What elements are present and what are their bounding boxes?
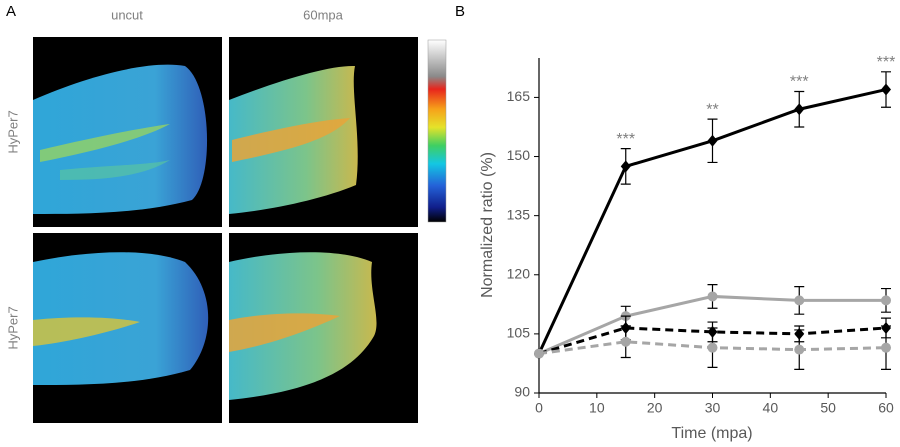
x-axis-label: Time (mpa) bbox=[671, 425, 752, 442]
marker bbox=[707, 342, 718, 353]
marker bbox=[620, 160, 631, 173]
y-tick-label: 150 bbox=[507, 147, 531, 163]
marker bbox=[620, 336, 631, 347]
x-tick-label: 20 bbox=[647, 400, 663, 416]
column-label: 60mpa bbox=[303, 7, 344, 22]
marker bbox=[881, 83, 891, 96]
image bbox=[33, 37, 222, 227]
image bbox=[33, 233, 222, 423]
y-axis-label: Normalized ratio (%) bbox=[479, 152, 496, 298]
marker bbox=[534, 348, 544, 359]
y-tick-label: 120 bbox=[507, 265, 531, 281]
marker bbox=[881, 342, 891, 353]
marker bbox=[707, 291, 718, 302]
marker bbox=[707, 134, 718, 147]
series-line bbox=[538, 326, 887, 356]
marker bbox=[794, 295, 805, 306]
column-label: uncut bbox=[111, 7, 143, 22]
x-tick-label: 10 bbox=[589, 400, 605, 416]
color-bar bbox=[427, 39, 447, 223]
image bbox=[229, 233, 418, 423]
marker bbox=[881, 295, 891, 306]
y-tick-label: 165 bbox=[507, 88, 531, 104]
panel-b: B Time (mpa) Normalized ratio (%) 90 105 1… bbox=[455, 3, 895, 442]
panel-a: A uncut 60mpa HyPer7 HyPer7 bbox=[5, 3, 447, 423]
image bbox=[229, 37, 418, 227]
x-tick-label: 30 bbox=[705, 400, 721, 416]
panel-label: B bbox=[455, 3, 465, 20]
significance: *** bbox=[790, 74, 809, 91]
x-tick-label: 50 bbox=[820, 400, 836, 416]
significance: ** bbox=[706, 101, 718, 118]
row-label: HyPer7 bbox=[5, 306, 20, 349]
marker bbox=[794, 344, 805, 355]
row-label: HyPer7 bbox=[5, 110, 20, 153]
x-tick-label: 0 bbox=[535, 400, 543, 416]
significance: *** bbox=[877, 54, 896, 71]
y-tick-label: 105 bbox=[507, 325, 531, 341]
x-tick-label: 60 bbox=[878, 400, 894, 416]
significance: *** bbox=[616, 131, 635, 148]
x-tick-label: 40 bbox=[763, 400, 779, 416]
y-tick-label: 90 bbox=[514, 384, 530, 400]
y-tick-label: 135 bbox=[507, 206, 531, 222]
marker bbox=[794, 103, 805, 116]
panel-label: A bbox=[6, 3, 16, 20]
